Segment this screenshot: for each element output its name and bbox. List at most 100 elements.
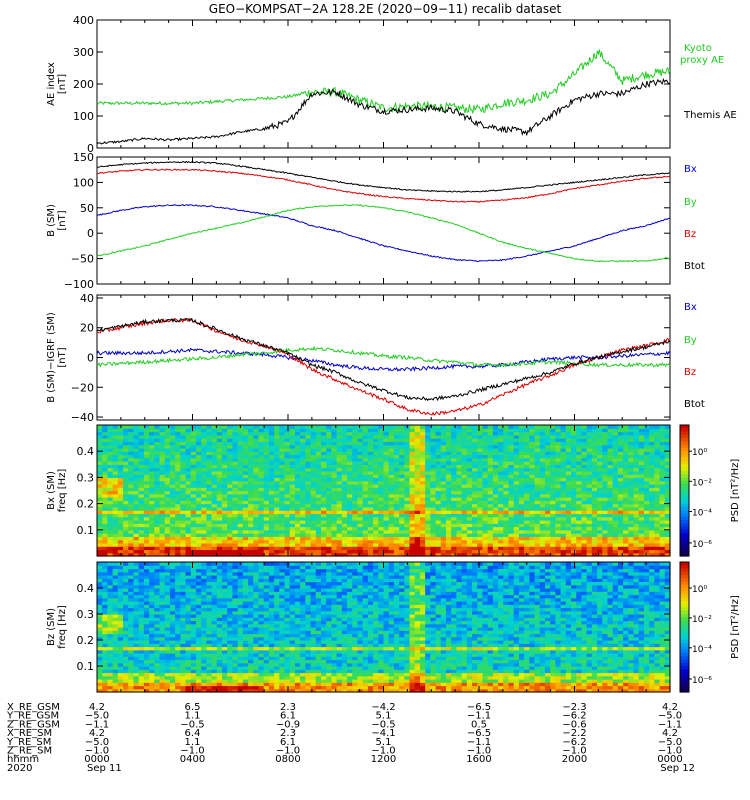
spectrogram-cell [117,575,124,579]
spectrogram-cell [341,519,348,524]
spectrogram-cell [263,497,270,501]
spectrogram-cell [571,519,577,524]
spectrogram-cell [430,552,437,557]
spectrogram-cell [591,516,598,521]
spectrogram-cell [565,526,572,531]
spectrogram-cell [341,526,348,531]
spectrogram-cell [492,546,499,551]
spectrogram-cell [456,523,463,528]
spectrogram-cell [550,552,556,557]
spectrogram-cell [248,457,254,462]
spectrogram-cell [446,447,452,452]
spectrogram-cell [659,552,666,557]
spectrogram-cell [112,529,119,534]
spectrogram-cell [206,477,213,482]
spectrogram-cell [456,425,463,429]
spectrogram-cell [393,470,400,475]
spectrogram-cell [143,477,150,482]
spectrogram-cell [310,529,317,534]
spectrogram-cell [414,457,421,462]
spectrogram-cell [117,617,124,622]
spectrogram-cell [190,461,197,465]
spectrogram-cell [451,461,458,465]
spectrogram-cell [232,542,239,547]
spectrogram-cell [477,483,484,488]
spectrogram-cell [310,425,317,429]
spectrogram-cell [107,597,114,602]
spectrogram-cell [320,516,327,521]
spectrogram-cell [284,438,291,442]
spectrogram-cell [216,510,223,515]
spectrogram-cell [352,434,359,439]
spectrogram-cell [164,539,171,544]
spectrogram-cell [112,571,119,576]
spectrogram-cell [180,441,187,446]
spectrogram-cell [440,431,447,436]
spectrogram-cell [154,533,161,537]
spectrogram-cell [211,461,218,465]
spectrogram-cell [638,457,645,462]
spectrogram-cell [362,487,369,492]
spectrogram-cell [362,513,369,518]
spectrogram-cell [591,434,598,439]
spectrogram-cell [279,438,286,442]
spectrogram-cell [97,662,103,667]
spectrogram-cell [195,490,202,495]
spectrogram-cell [461,454,468,459]
spectrogram-cell [576,510,583,515]
spectrogram-cell [326,428,333,433]
spectrogram-cell [664,474,671,479]
spectrogram-cell [466,434,473,439]
spectrogram-cell [159,447,166,452]
spectrogram-cell [268,454,275,459]
spectrogram-cell [628,483,635,488]
spectrogram-cell [586,480,593,485]
spectrogram-cell [357,467,364,472]
spectrogram-cell [393,431,400,436]
spectrogram-cell [154,457,161,462]
spectrogram-cell [263,519,270,524]
spectrogram-cell [393,447,400,452]
spectrogram-cell [393,467,400,472]
spectrogram-cell [477,523,484,528]
spectrogram-cell [461,516,468,521]
spectrogram-cell [320,461,327,465]
spectrogram-cell [373,454,379,459]
spectrogram-cell [576,526,583,531]
spectrogram-cell [149,549,155,554]
spectrogram-cell [456,461,463,465]
spectrogram-cell [102,620,109,625]
spectrogram-cell [623,542,629,547]
spectrogram-cell [414,493,421,498]
spectrogram-cell [466,474,473,479]
spectrogram-cell [117,451,124,456]
spectrogram-cell [97,594,103,599]
spectrogram-cell [440,444,447,449]
spectrogram-cell [164,464,171,469]
spectrogram-cell [232,470,239,475]
spectrogram-cell [164,480,171,485]
spectrogram-cell [190,539,197,544]
spectrogram-cell [524,477,530,482]
spectrogram-cell [425,536,431,541]
spectrogram-cell [518,503,525,508]
spectrogram-cell [107,546,114,551]
spectrogram-cell [341,464,348,469]
spectrogram-cell [159,552,166,557]
spectrogram-cell [446,526,452,531]
spectrogram-cell [123,633,129,638]
spectrogram-cell [440,438,447,442]
spectrogram-cell [154,441,161,446]
spectrogram-cell [352,536,359,541]
spectrogram-cell [581,480,588,485]
spectrogram-cell [435,497,442,501]
spectrogram-cell [612,480,619,485]
spectrogram-cell [123,461,129,465]
spectrogram-cell [232,434,239,439]
spectrogram-cell [414,552,421,557]
spectrogram-cell [534,438,541,442]
spectrogram-cell [581,533,588,537]
spectrogram-cell [378,510,385,515]
spectrogram-cell [242,457,249,462]
spectrogram-cell [440,480,447,485]
